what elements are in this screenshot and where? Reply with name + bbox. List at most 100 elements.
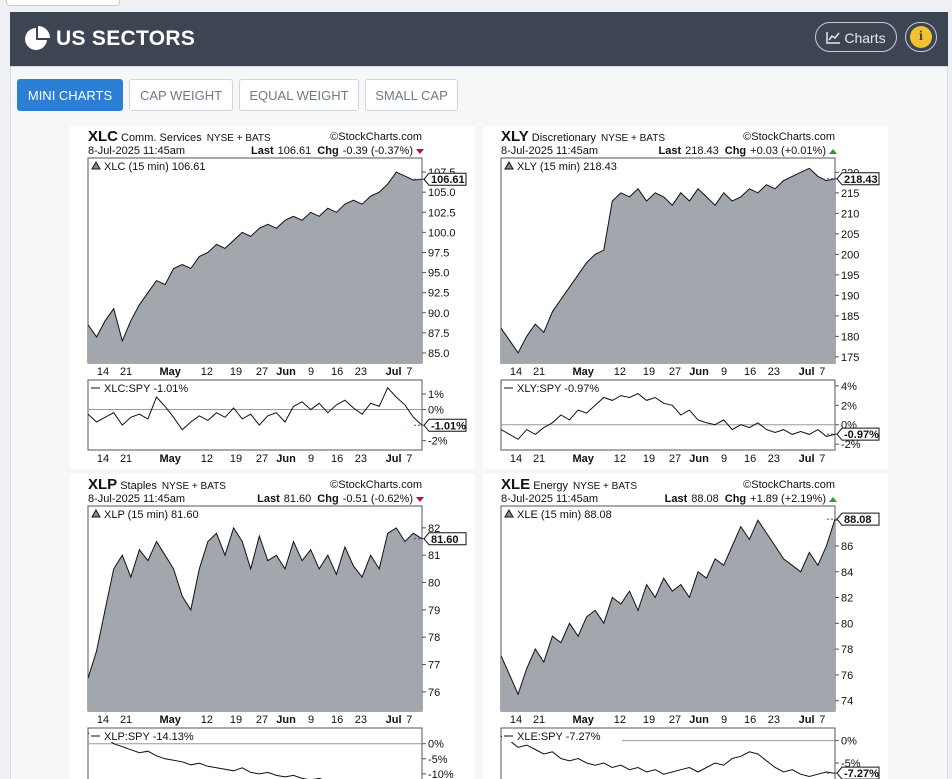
- tab[interactable]: SMALL CAP: [365, 79, 458, 111]
- x-tick-label: 27: [256, 366, 268, 378]
- last-badge: [836, 172, 880, 186]
- x-tick-label: 16: [331, 453, 343, 465]
- label-bg: [502, 729, 622, 742]
- y-tick-label: 80: [841, 618, 853, 630]
- y-tick-label: 1%: [428, 389, 444, 401]
- chg-label: Chg: [317, 493, 338, 505]
- y-tick-label: -10%: [428, 769, 454, 779]
- sector-name: Comm. Services: [121, 132, 202, 144]
- last-badge: [423, 418, 467, 432]
- exchange: NYSE + BATS: [162, 481, 226, 492]
- exchange: NYSE + BATS: [573, 481, 637, 492]
- tab[interactable]: EQUAL WEIGHT: [239, 79, 359, 111]
- x-tick-label: 9: [308, 366, 314, 378]
- x-tick-label: 19: [643, 714, 655, 726]
- x-tick-label: 27: [256, 714, 268, 726]
- price-area: [501, 168, 835, 363]
- ratio-line: [501, 393, 835, 440]
- y-tick-label: 190: [841, 290, 859, 302]
- last-badge-label: 88.08: [844, 514, 872, 526]
- y-tick-label: 79: [428, 605, 440, 617]
- price-line: [501, 519, 835, 696]
- x-tick-label: May: [159, 714, 181, 726]
- x-tick-label: 7: [406, 366, 412, 378]
- x-tick-label: 27: [256, 453, 268, 465]
- chg-value: +0.03 (+0.01%): [750, 145, 826, 157]
- mini-chart: XLC Comm. Services NYSE + BATS ©StockCharts…: [70, 126, 475, 469]
- quote: Last 88.08 Chg +1.89 (+2.19%): [665, 493, 826, 505]
- last-badge-label: 81.60: [431, 534, 459, 546]
- x-tick-label: 14: [97, 714, 109, 726]
- x-tick-label: Jun: [276, 453, 296, 465]
- y-tick-label: 100.0: [428, 227, 456, 239]
- y-tick-label: 90.0: [428, 308, 449, 320]
- y-tick-label: 80: [428, 578, 440, 590]
- x-tick-label: 16: [331, 714, 343, 726]
- x-tick-label: Jul: [799, 366, 815, 378]
- charts-button[interactable]: Charts: [815, 22, 897, 52]
- last-badge-label: -7.27%: [844, 768, 879, 779]
- y-tick-label: 4%: [841, 381, 857, 393]
- last-value: 106.61: [278, 145, 312, 157]
- quote: Last 106.61 Chg -0.39 (-0.37%): [251, 145, 413, 157]
- price-line: [88, 171, 422, 343]
- page-title: US SECTORS: [56, 27, 196, 50]
- y-tick-label: 85.0: [428, 348, 449, 360]
- sector-name: Energy: [533, 480, 568, 492]
- y-tick-label: 78: [841, 644, 853, 656]
- x-tick-label: 12: [614, 453, 626, 465]
- x-tick-label: Jul: [386, 714, 402, 726]
- x-tick-label: 19: [230, 366, 242, 378]
- sector-name: Discretionary: [532, 132, 597, 144]
- chart-header: XLE Energy NYSE + BATS: [501, 476, 637, 493]
- x-tick-label: May: [572, 714, 594, 726]
- x-tick-label: 9: [308, 453, 314, 465]
- y-tick-label: 82: [841, 593, 853, 605]
- y-tick-label: 102.5: [428, 207, 456, 219]
- y-tick-label: 82: [428, 523, 440, 535]
- x-tick-label: 21: [533, 714, 545, 726]
- x-tick-label: 21: [120, 714, 132, 726]
- y-tick-label: 210: [841, 208, 859, 220]
- x-tick-label: 9: [308, 714, 314, 726]
- tab[interactable]: CAP WEIGHT: [129, 79, 233, 111]
- x-tick-label: 14: [510, 453, 522, 465]
- price-area: [88, 172, 422, 363]
- series-label: XLE (15 min) 88.08: [517, 509, 612, 521]
- y-tick-label: 78: [428, 632, 440, 644]
- x-tick-label: 12: [201, 366, 213, 378]
- y-tick-label: 77: [428, 660, 440, 672]
- timestamp: 8-Jul-2025 11:45am: [88, 145, 185, 157]
- top-control[interactable]: [6, 0, 120, 6]
- symbol: XLC: [88, 128, 118, 145]
- price-area: [88, 527, 422, 711]
- x-tick-label: 14: [97, 453, 109, 465]
- info-button[interactable]: i: [905, 22, 937, 52]
- quote: Last 218.43 Chg +0.03 (+0.01%): [658, 145, 826, 157]
- x-tick-label: Jun: [689, 714, 709, 726]
- ratio-line: [88, 732, 323, 779]
- tab[interactable]: MINI CHARTS: [17, 79, 123, 111]
- series-label: XLY:SPY -0.97%: [517, 383, 599, 395]
- last-badge-label: -0.97%: [844, 429, 879, 441]
- last-badge: [836, 766, 880, 779]
- x-tick-label: May: [572, 366, 594, 378]
- source: ©StockCharts.com: [743, 131, 835, 143]
- y-tick-label: 86: [841, 541, 853, 553]
- series-label: XLE:SPY -7.27%: [517, 731, 601, 743]
- info-icon: i: [910, 26, 932, 48]
- x-tick-label: 14: [510, 714, 522, 726]
- x-tick-label: 23: [768, 714, 780, 726]
- x-tick-label: 7: [406, 714, 412, 726]
- x-tick-label: 16: [744, 453, 756, 465]
- y-tick-label: 215: [841, 188, 859, 200]
- last-value: 81.60: [284, 493, 312, 505]
- label-bg: [89, 381, 209, 394]
- mini-chart: XLP Staples NYSE + BATS ©StockCharts.com 8-J…: [70, 474, 475, 779]
- x-tick-label: Jun: [689, 453, 709, 465]
- last-badge: [836, 427, 880, 441]
- ratio-line: [88, 386, 422, 431]
- series-label: XLP:SPY -14.13%: [104, 731, 194, 743]
- chg-label: Chg: [725, 493, 746, 505]
